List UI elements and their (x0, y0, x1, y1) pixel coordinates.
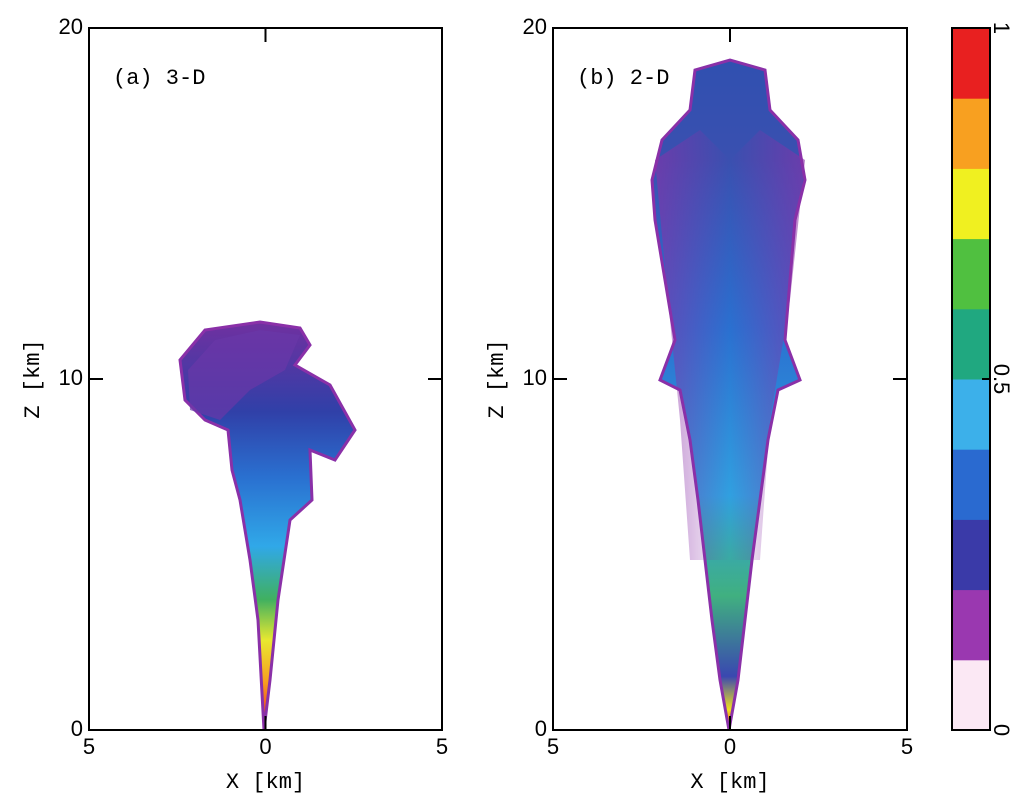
y-tick-label: 0 (535, 716, 547, 741)
colorbar-segment (952, 308, 990, 380)
y-tick-label: 10 (523, 365, 547, 390)
x-tick-label: 5 (901, 734, 913, 759)
colorbar-tick-label: 0 (989, 724, 1010, 736)
plume-a (178, 320, 357, 731)
x-axis-label: X [km] (690, 770, 769, 795)
colorbar-segment (952, 28, 990, 99)
colorbar-segment (952, 98, 990, 169)
x-tick-label: 5 (83, 734, 95, 759)
plume-b (650, 58, 807, 731)
colorbar-tick-label: 0.5 (989, 364, 1010, 395)
x-tick-label: 0 (724, 734, 736, 759)
x-axis-label: X [km] (226, 770, 305, 795)
annotation: (a) 3-D (113, 66, 205, 91)
y-tick-label: 0 (71, 716, 83, 741)
annotation: (b) 2-D (577, 66, 669, 91)
x-tick-label: 5 (547, 734, 559, 759)
x-tick-label: 0 (259, 734, 271, 759)
y-axis-label: Z [km] (485, 339, 510, 418)
colorbar-segment (952, 449, 990, 520)
x-tick-label: 5 (436, 734, 448, 759)
colorbar-segment (952, 659, 990, 731)
y-tick-label: 20 (523, 14, 547, 39)
colorbar-segment (952, 168, 990, 240)
y-tick-label: 10 (59, 365, 83, 390)
y-tick-label: 20 (59, 14, 83, 39)
colorbar-segment (952, 589, 990, 661)
y-axis-label: Z [km] (21, 339, 46, 418)
colorbar-segment (952, 519, 990, 591)
colorbar-segment (952, 379, 990, 450)
colorbar-tick-label: 1 (989, 22, 1010, 34)
colorbar-segment (952, 238, 990, 310)
